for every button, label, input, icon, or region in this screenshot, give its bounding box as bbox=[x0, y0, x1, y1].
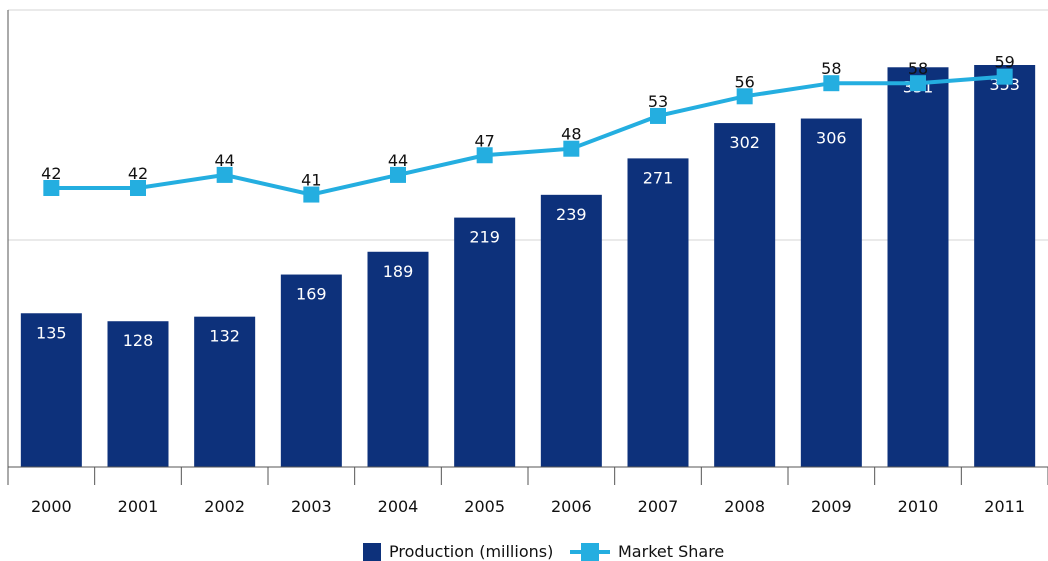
x-tick-label-2008: 2008 bbox=[724, 497, 765, 516]
x-tick-label-2009: 2009 bbox=[811, 497, 852, 516]
market-share-label-2010: 58 bbox=[908, 59, 928, 78]
legend-bar-swatch bbox=[363, 543, 381, 561]
market-share-point-2004 bbox=[390, 166, 406, 183]
bar-label-2003: 169 bbox=[296, 285, 327, 304]
bar-label-2006: 239 bbox=[556, 205, 587, 224]
x-axis: 2000 2001 2002 2003 2004 2005 2006 2007 2008 2009… bbox=[7, 10, 1048, 516]
market-share-line bbox=[43, 68, 1013, 203]
bar-label-2000: 135 bbox=[36, 323, 67, 342]
bar-label-2009: 306 bbox=[816, 129, 847, 148]
bar-label-2004: 189 bbox=[383, 262, 414, 281]
market-share-point-2010 bbox=[910, 75, 926, 92]
market-share-point-2011 bbox=[996, 68, 1013, 85]
market-share-label-2005: 47 bbox=[474, 131, 494, 150]
market-share-polyline bbox=[51, 74, 1005, 197]
bar-2007 bbox=[627, 158, 689, 467]
bar-label-2007: 271 bbox=[643, 168, 674, 187]
bar-2004 bbox=[367, 251, 429, 467]
market-share-label-2000: 42 bbox=[41, 164, 61, 183]
bar-2010 bbox=[887, 67, 949, 467]
bar-2003 bbox=[280, 274, 342, 467]
x-tick-label-2002: 2002 bbox=[204, 497, 245, 516]
market-share-label-2001: 42 bbox=[128, 164, 148, 183]
x-tick-label-2006: 2006 bbox=[551, 497, 592, 516]
bar-2005 bbox=[454, 217, 516, 467]
bar-label-2002: 132 bbox=[209, 327, 240, 346]
market-share-point-2009 bbox=[823, 75, 840, 92]
bar-data-labels: 135128132169189219239271302306351353 bbox=[36, 75, 1020, 350]
bar-2008 bbox=[714, 123, 776, 468]
market-share-label-2004: 44 bbox=[388, 151, 408, 170]
market-share-point-2005 bbox=[476, 147, 493, 164]
x-tick-label-2011: 2011 bbox=[984, 497, 1025, 516]
x-tick-label-2001: 2001 bbox=[118, 497, 159, 516]
x-tick-label-2010: 2010 bbox=[898, 497, 939, 516]
x-tick-label-2004: 2004 bbox=[378, 497, 419, 516]
legend-bar-label: Production (millions) bbox=[389, 542, 553, 561]
legend-line-label: Market Share bbox=[618, 542, 724, 561]
x-tick-label-2007: 2007 bbox=[638, 497, 679, 516]
market-share-point-2008 bbox=[736, 88, 753, 105]
x-tick-label-2000: 2000 bbox=[31, 497, 72, 516]
market-share-point-2007 bbox=[650, 107, 666, 124]
market-share-label-2009: 58 bbox=[821, 59, 841, 78]
bar-label-2001: 128 bbox=[123, 331, 154, 350]
gridlines bbox=[8, 9, 1048, 241]
x-tick-label-2005: 2005 bbox=[464, 497, 505, 516]
line-data-labels: 42 42 44 41 44 47 48 53 56 58 58 59 bbox=[41, 53, 1015, 190]
bar-2000 bbox=[20, 313, 82, 467]
legend-line-marker bbox=[581, 543, 599, 561]
market-share-point-2006 bbox=[563, 140, 580, 157]
bar-2006 bbox=[540, 194, 602, 468]
market-share-point-2003 bbox=[303, 186, 320, 203]
bar-label-2008: 302 bbox=[729, 133, 760, 152]
legend: Production (millions) Market Share bbox=[363, 542, 724, 561]
market-share-label-2006: 48 bbox=[561, 125, 581, 144]
x-tick-label-2003: 2003 bbox=[291, 497, 332, 516]
bars bbox=[20, 65, 1036, 468]
bar-2002 bbox=[194, 316, 256, 467]
bar-2009 bbox=[800, 118, 862, 467]
market-share-label-2003: 41 bbox=[301, 171, 321, 190]
bar-label-2005: 219 bbox=[469, 228, 500, 247]
market-share-label-2002: 44 bbox=[214, 151, 234, 170]
bar-2001 bbox=[107, 321, 169, 467]
market-share-label-2011: 59 bbox=[994, 53, 1014, 72]
market-share-point-2001 bbox=[130, 180, 146, 196]
bar-2011 bbox=[974, 65, 1036, 467]
market-share-point-2002 bbox=[216, 166, 233, 183]
market-share-label-2008: 56 bbox=[734, 72, 754, 91]
market-share-point-2000 bbox=[43, 180, 60, 196]
market-share-label-2007: 53 bbox=[648, 92, 668, 111]
